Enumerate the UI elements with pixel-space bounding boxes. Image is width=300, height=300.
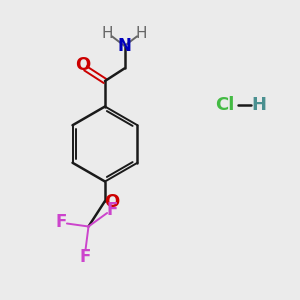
- Text: Cl: Cl: [215, 96, 235, 114]
- Text: O: O: [104, 193, 119, 211]
- Text: H: H: [102, 26, 113, 41]
- Text: H: H: [251, 96, 266, 114]
- Text: O: O: [76, 56, 91, 74]
- Text: F: F: [56, 213, 67, 231]
- Text: F: F: [79, 248, 91, 266]
- Text: H: H: [136, 26, 147, 41]
- Text: F: F: [107, 201, 118, 219]
- Text: N: N: [118, 37, 131, 55]
